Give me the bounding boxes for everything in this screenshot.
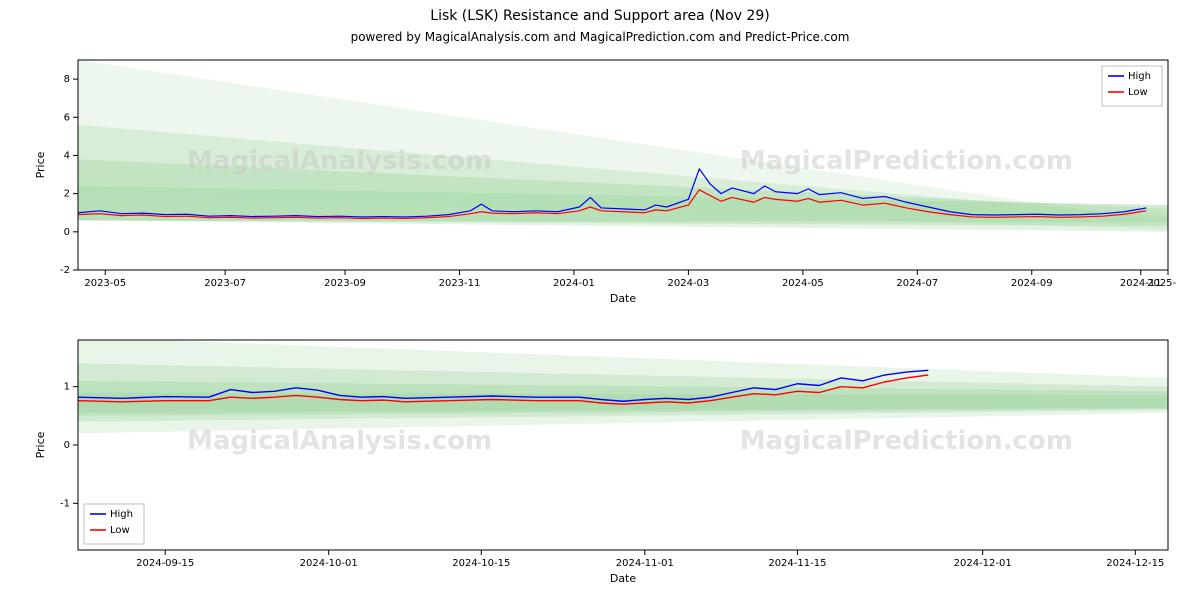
bottom-chart-svg: MagicalAnalysis.com MagicalPrediction.com… <box>30 334 1176 592</box>
x-tick-label: 2024-09-15 <box>136 558 194 569</box>
y-tick-label: 6 <box>64 112 70 123</box>
y-tick-label: 2 <box>64 189 70 200</box>
top-chart-svg: MagicalAnalysis.com MagicalPrediction.com… <box>30 54 1176 312</box>
legend-label: Low <box>110 525 130 536</box>
x-axis-label: Date <box>610 572 637 585</box>
watermark-left: MagicalAnalysis.com <box>187 426 492 456</box>
x-tick-label: 2024-01 <box>553 278 595 289</box>
x-tick-label: 2024-11-01 <box>616 558 674 569</box>
watermark-right: MagicalPrediction.com <box>740 426 1073 456</box>
x-tick-label: 2023-09 <box>324 278 366 289</box>
x-tick-label: 2024-07 <box>896 278 938 289</box>
x-tick-label: 2023-05 <box>84 278 126 289</box>
y-tick-label: 4 <box>64 150 70 161</box>
x-tick-label: 2024-12-15 <box>1106 558 1164 569</box>
legend-label: High <box>1128 71 1151 82</box>
x-tick-label: 2024-10-01 <box>300 558 358 569</box>
y-tick-label: -2 <box>60 265 70 276</box>
y-tick-label: 8 <box>64 74 70 85</box>
chart-main-title: Lisk (LSK) Resistance and Support area (… <box>0 8 1200 24</box>
y-tick-label: -1 <box>60 498 70 509</box>
legend-label: High <box>110 509 133 520</box>
legend: High Low <box>1102 66 1162 106</box>
legend: High Low <box>84 504 144 544</box>
watermark-left: MagicalAnalysis.com <box>187 146 492 176</box>
top-chart: MagicalAnalysis.com MagicalPrediction.com… <box>30 54 1176 312</box>
y-axis-label: Price <box>34 431 47 458</box>
watermark-right: MagicalPrediction.com <box>740 146 1073 176</box>
x-tick-label: 2024-12-01 <box>954 558 1012 569</box>
y-axis-label: Price <box>34 151 47 178</box>
x-tick-label: 2024-09 <box>1011 278 1053 289</box>
x-tick-label: 2023-11 <box>439 278 481 289</box>
x-tick-label: 2024-10-15 <box>452 558 510 569</box>
legend-label: Low <box>1128 87 1148 98</box>
y-tick-label: 0 <box>64 440 70 451</box>
x-tick-label: 2024-05 <box>782 278 824 289</box>
x-tick-label: 2024-03 <box>668 278 710 289</box>
bottom-chart: MagicalAnalysis.com MagicalPrediction.com… <box>30 334 1176 592</box>
x-axis-label: Date <box>610 292 637 305</box>
y-tick-label: 1 <box>64 382 70 393</box>
figure: Lisk (LSK) Resistance and Support area (… <box>0 0 1200 600</box>
chart-subtitle: powered by MagicalAnalysis.com and Magic… <box>0 30 1200 44</box>
x-tick-label: 2024-11-15 <box>768 558 826 569</box>
x-tick-label: 2025-01 <box>1147 278 1176 289</box>
y-tick-label: 0 <box>64 227 70 238</box>
x-tick-label: 2023-07 <box>204 278 246 289</box>
